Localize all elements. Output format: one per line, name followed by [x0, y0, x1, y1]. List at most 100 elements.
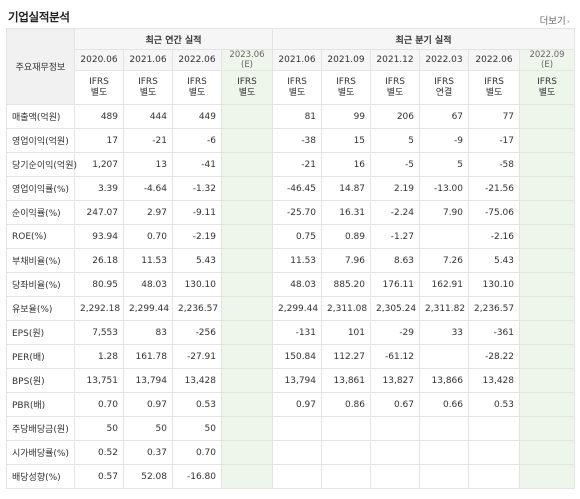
table-cell: -17: [468, 128, 521, 153]
table-cell: [220, 152, 274, 177]
period-label: 2021.12: [376, 55, 414, 65]
table-cell: -256: [172, 320, 222, 345]
table-cell: 0.53: [172, 392, 222, 417]
table-cell: [220, 200, 274, 225]
more-link[interactable]: 더보기›: [540, 13, 570, 27]
section-title: 기업실적분석: [8, 10, 70, 24]
ifrs-basis: IFRS 연결: [419, 70, 470, 105]
table-cell: 2.19: [370, 176, 421, 201]
table-cell: [419, 344, 470, 369]
table-cell: -25.70: [272, 200, 323, 225]
ifrs-scope: 별도: [386, 87, 404, 98]
period-label: 2023.06: [229, 50, 265, 60]
table-cell: -4.64: [123, 176, 173, 201]
table-cell: [272, 464, 323, 489]
table-cell: 176.11: [370, 272, 421, 297]
table-cell: [370, 440, 421, 465]
table-cell: 444: [123, 104, 173, 129]
table-cell: 13,428: [468, 368, 521, 393]
quarterly-group-header: 최근 분기 실적: [272, 28, 576, 50]
table-row: PER(배) 1.28 161.78 -27.91 150.84 112.27 -61.12…: [6, 344, 576, 369]
table-cell: -38: [272, 128, 323, 153]
table-cell: -1.32: [172, 176, 222, 201]
table-cell: 0.86: [321, 392, 372, 417]
table-cell: 13,861: [321, 368, 372, 393]
financial-summary-table: 주요재무정보 최근 연간 실적 최근 분기 실적 2020.06 2021.06 2…: [6, 28, 576, 489]
table-row: 당좌비율(%) 80.95 48.03 130.10 48.03 885.20 176.11…: [6, 272, 576, 297]
table-cell: 16: [321, 152, 372, 177]
row-label: PBR(배): [6, 392, 75, 417]
table-row: EPS(원) 7,553 83 -256 -131 101 -29 33 -361: [6, 320, 576, 345]
table-cell: 5: [370, 128, 421, 153]
table-cell: [370, 416, 421, 441]
period-label: 2022.09: [529, 50, 565, 60]
table-cell: 2,299.44: [123, 296, 173, 321]
table-cell: 885.20: [321, 272, 372, 297]
period-header: 2021.06: [272, 49, 323, 71]
ifrs-standard: IFRS: [385, 76, 405, 87]
table-cell: 0.57: [74, 464, 124, 489]
period-header: 2022.09 (E): [519, 49, 576, 71]
table-cell: 50: [74, 416, 124, 441]
ifrs-basis: IFRS 별도: [74, 70, 124, 105]
table-cell: -16.80: [172, 464, 222, 489]
period-label: 2021.06: [129, 55, 167, 65]
table-cell: [519, 128, 576, 153]
table-cell: 83: [123, 320, 173, 345]
table-row: 배당성향(%) 0.57 52.08 -16.80: [6, 464, 576, 489]
table-cell: [519, 416, 576, 441]
table-cell: [519, 296, 576, 321]
table-cell: [419, 440, 470, 465]
table-cell: [519, 440, 576, 465]
table-cell: 0.70: [172, 440, 222, 465]
period-label: 2021.06: [278, 55, 316, 65]
table-cell: -361: [468, 320, 521, 345]
table-cell: [519, 224, 576, 249]
ifrs-basis: IFRS 별도: [220, 70, 274, 105]
table-cell: -21.56: [468, 176, 521, 201]
table-cell: [220, 320, 274, 345]
table-cell: 11.53: [272, 248, 323, 273]
table-row: ROE(%) 93.94 0.70 -2.19 0.75 0.89 -1.27 -2.16: [6, 224, 576, 249]
table-cell: -75.06: [468, 200, 521, 225]
table-cell: 13: [123, 152, 173, 177]
table-cell: -27.91: [172, 344, 222, 369]
table-cell: 7.90: [419, 200, 470, 225]
table-cell: -13.00: [419, 176, 470, 201]
table-cell: 0.70: [74, 392, 124, 417]
table-cell: 2,305.24: [370, 296, 421, 321]
table-row: 부채비율(%) 26.18 11.53 5.43 11.53 7.96 8.63 7.26 5.…: [6, 248, 576, 273]
chevron-right-icon: ›: [566, 17, 570, 26]
ifrs-standard: IFRS: [336, 76, 356, 87]
ifrs-scope: 연결: [435, 87, 453, 98]
table-cell: 11.53: [123, 248, 173, 273]
period-header: 2022.06: [468, 49, 521, 71]
table-cell: 7,553: [74, 320, 124, 345]
table-cell: 1,207: [74, 152, 124, 177]
table-cell: 247.07: [74, 200, 124, 225]
table-cell: 161.78: [123, 344, 173, 369]
ifrs-standard: IFRS: [434, 76, 454, 87]
estimate-marker: (E): [241, 60, 254, 70]
table-cell: [519, 104, 576, 129]
period-label: 2021.09: [327, 55, 365, 65]
table-row: 영업이익률(%) 3.39 -4.64 -1.32 -46.45 14.87 2.19 -13…: [6, 176, 576, 201]
row-label: 부채비율(%): [6, 248, 75, 273]
ifrs-scope: 별도: [538, 87, 556, 98]
row-label: EPS(원): [6, 320, 75, 345]
ifrs-basis: IFRS 별도: [123, 70, 173, 105]
table-cell: 80.95: [74, 272, 124, 297]
table-cell: -29: [370, 320, 421, 345]
table-cell: 3.39: [74, 176, 124, 201]
table-cell: 2,311.82: [419, 296, 470, 321]
table-cell: 77: [468, 104, 521, 129]
table-cell: [220, 416, 274, 441]
table-cell: [272, 440, 323, 465]
table-cell: 15: [321, 128, 372, 153]
row-label: BPS(원): [6, 368, 75, 393]
table-cell: 99: [321, 104, 372, 129]
table-cell: 81: [272, 104, 323, 129]
ifrs-basis: IFRS 별도: [172, 70, 222, 105]
table-cell: -2.24: [370, 200, 421, 225]
group-header-row: 주요재무정보 최근 연간 실적 최근 분기 실적: [6, 28, 576, 105]
